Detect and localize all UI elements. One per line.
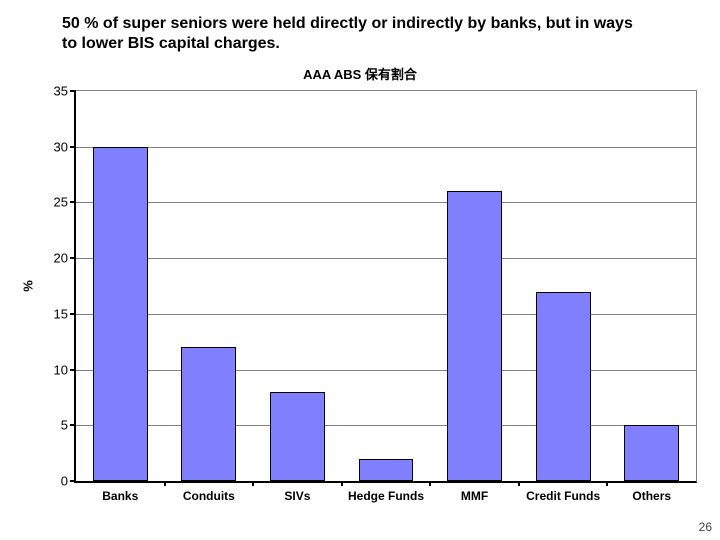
plot-area: % 05101520253035BanksConduitsSIVsHedge F… bbox=[74, 90, 697, 483]
grid-line bbox=[76, 202, 696, 203]
y-tick-label: 5 bbox=[36, 418, 68, 433]
y-tick-mark bbox=[70, 90, 76, 92]
x-tick-label: Others bbox=[632, 489, 671, 503]
grid-line bbox=[76, 147, 696, 148]
x-tick-mark bbox=[341, 481, 343, 486]
slide-caption: 50 % of super seniors were held directly… bbox=[62, 14, 642, 54]
y-tick-label: 20 bbox=[36, 251, 68, 266]
x-tick-label: Conduits bbox=[183, 489, 235, 503]
x-tick-label: Credit Funds bbox=[526, 489, 600, 503]
x-tick-mark bbox=[518, 481, 520, 486]
y-tick-label: 30 bbox=[36, 139, 68, 154]
y-tick-label: 35 bbox=[36, 84, 68, 99]
y-tick-mark bbox=[70, 424, 76, 426]
y-tick-mark bbox=[70, 313, 76, 315]
y-tick-label: 0 bbox=[36, 474, 68, 489]
grid-line bbox=[76, 314, 696, 315]
bar bbox=[359, 459, 414, 481]
y-tick-mark bbox=[70, 480, 76, 482]
y-tick-label: 25 bbox=[36, 195, 68, 210]
y-tick-label: 10 bbox=[36, 362, 68, 377]
chart-title: AAA ABS 保有割合 bbox=[0, 64, 720, 83]
bar bbox=[447, 191, 502, 481]
y-tick-mark bbox=[70, 257, 76, 259]
x-tick-mark bbox=[252, 481, 254, 486]
x-tick-mark bbox=[606, 481, 608, 486]
bar bbox=[536, 292, 591, 481]
grid-line bbox=[76, 370, 696, 371]
x-tick-label: Banks bbox=[102, 489, 138, 503]
bar bbox=[181, 347, 236, 481]
y-axis-label: % bbox=[20, 280, 35, 292]
x-tick-mark bbox=[429, 481, 431, 486]
bar bbox=[624, 425, 679, 481]
chart-area: % 0 5 10 15 20 25 30 35 Banks Conduits SIVs Hedge F… bbox=[18, 82, 708, 512]
y-tick-mark bbox=[70, 369, 76, 371]
bar bbox=[93, 147, 148, 481]
y-tick-mark bbox=[70, 146, 76, 148]
y-tick-mark bbox=[70, 201, 76, 203]
x-tick-label: SIVs bbox=[284, 489, 310, 503]
grid-line bbox=[76, 258, 696, 259]
x-tick-label: MMF bbox=[461, 489, 488, 503]
x-tick-label: Hedge Funds bbox=[348, 489, 424, 503]
bar bbox=[270, 392, 325, 481]
x-tick-mark bbox=[164, 481, 166, 486]
page-number: 26 bbox=[699, 520, 712, 534]
y-tick-label: 15 bbox=[36, 306, 68, 321]
grid-line bbox=[76, 425, 696, 426]
